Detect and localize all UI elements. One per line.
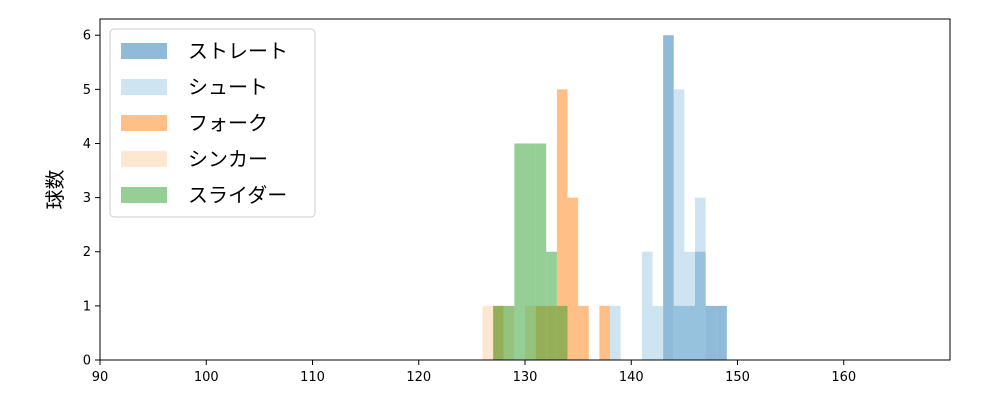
histogram-bar bbox=[503, 305, 515, 360]
histogram-bar bbox=[684, 251, 695, 360]
y-tick-label: 6 bbox=[83, 29, 91, 44]
y-axis: 0 1 2 3 4 5 6 bbox=[83, 29, 100, 369]
histogram-bar bbox=[673, 89, 685, 360]
histogram-bar bbox=[652, 305, 664, 360]
histogram-bar bbox=[705, 305, 717, 360]
y-tick-label: 3 bbox=[83, 191, 91, 206]
histogram-bar bbox=[610, 305, 621, 360]
y-tick-label: 4 bbox=[83, 137, 91, 152]
x-tick-label: 100 bbox=[194, 370, 219, 385]
histogram-bar bbox=[493, 305, 504, 360]
series-2 bbox=[610, 89, 706, 360]
legend-swatch bbox=[121, 115, 167, 131]
legend-box bbox=[109, 28, 316, 218]
legend-swatch bbox=[121, 151, 167, 167]
histogram-bar bbox=[567, 197, 579, 360]
legend-label: シンカー bbox=[188, 147, 268, 171]
histogram-bar bbox=[514, 143, 525, 360]
x-tick-label: 130 bbox=[513, 370, 538, 385]
x-tick-label: 110 bbox=[300, 370, 325, 385]
plot-area bbox=[482, 35, 727, 360]
histogram-bar bbox=[716, 305, 727, 360]
x-tick-label: 140 bbox=[619, 370, 644, 385]
x-axis: 90 100 110 120 130 140 150 160 bbox=[92, 360, 856, 385]
legend-swatch bbox=[121, 79, 167, 95]
x-tick-label: 150 bbox=[725, 370, 750, 385]
legend-label: シュート bbox=[188, 75, 268, 99]
y-tick-label: 5 bbox=[83, 83, 91, 98]
legend-swatch bbox=[121, 187, 167, 203]
x-tick-label: 160 bbox=[831, 370, 856, 385]
histogram-bar bbox=[556, 305, 568, 360]
x-tick-label: 120 bbox=[406, 370, 431, 385]
legend-label: スライダー bbox=[188, 183, 287, 207]
histogram-bar bbox=[546, 251, 557, 360]
histogram-bar bbox=[556, 89, 568, 360]
histogram-bar bbox=[525, 143, 536, 360]
histogram-bar bbox=[663, 35, 674, 360]
series-5 bbox=[493, 143, 568, 360]
y-tick-label: 1 bbox=[83, 299, 91, 314]
histogram-bar bbox=[482, 305, 494, 360]
histogram-bar bbox=[535, 143, 547, 360]
histogram-bar bbox=[599, 305, 610, 360]
histogram-bar bbox=[578, 305, 589, 360]
x-tick-label: 90 bbox=[92, 370, 109, 385]
y-axis-label: 球数 bbox=[43, 170, 67, 210]
y-tick-label: 0 bbox=[83, 354, 91, 369]
legend-label: フォーク bbox=[188, 111, 268, 135]
histogram-bar bbox=[641, 251, 653, 360]
legend-swatch bbox=[121, 43, 167, 59]
histogram-bar bbox=[695, 197, 706, 360]
legend-label: ストレート bbox=[188, 39, 288, 63]
y-tick-label: 2 bbox=[83, 245, 91, 260]
